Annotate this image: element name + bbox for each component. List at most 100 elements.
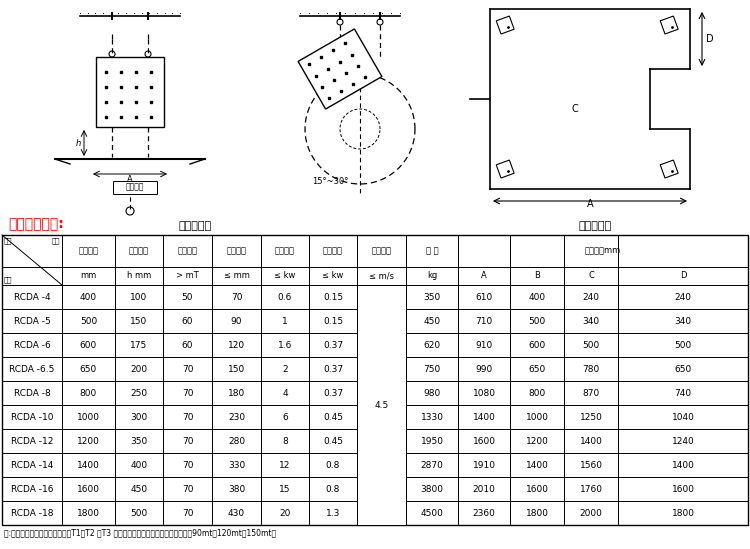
Bar: [660, 160, 678, 178]
Text: h: h: [76, 138, 81, 148]
Text: 240: 240: [583, 293, 599, 301]
Text: 60: 60: [182, 317, 194, 326]
Bar: [113, 181, 157, 194]
Text: 90: 90: [231, 317, 242, 326]
Text: 280: 280: [228, 436, 245, 445]
Text: 70: 70: [182, 508, 194, 518]
Text: 0.37: 0.37: [323, 365, 343, 373]
Text: 额定吊高: 额定吊高: [129, 247, 149, 255]
Text: 70: 70: [182, 485, 194, 494]
Text: RCDA -16: RCDA -16: [10, 485, 53, 494]
Text: 120: 120: [228, 340, 245, 350]
Text: 20: 20: [279, 508, 291, 518]
Bar: [358, 285, 406, 524]
Bar: [96, 57, 164, 127]
Text: RCDA -12: RCDA -12: [10, 436, 53, 445]
Text: 620: 620: [424, 340, 440, 350]
Text: 230: 230: [228, 412, 245, 422]
Text: 500: 500: [130, 508, 148, 518]
Text: 650: 650: [674, 365, 692, 373]
Text: 1000: 1000: [526, 412, 548, 422]
Text: 1000: 1000: [77, 412, 100, 422]
Text: 1910: 1910: [472, 461, 496, 469]
Text: ≤ m/s: ≤ m/s: [369, 272, 394, 281]
Text: 500: 500: [80, 317, 98, 326]
Text: 1400: 1400: [526, 461, 548, 469]
Text: 外形尺寸图: 外形尺寸图: [578, 221, 611, 231]
Text: 350: 350: [130, 436, 148, 445]
Text: 12: 12: [279, 461, 291, 469]
Text: 磁场强度: 磁场强度: [178, 247, 197, 255]
Text: 1250: 1250: [580, 412, 602, 422]
Text: 800: 800: [80, 389, 98, 397]
Text: ≤ kw: ≤ kw: [322, 272, 344, 281]
Text: 350: 350: [423, 293, 441, 301]
Text: 980: 980: [423, 389, 441, 397]
Text: 无磁托辊: 无磁托辊: [126, 182, 144, 192]
Text: 1040: 1040: [671, 412, 694, 422]
Text: 物料厚度: 物料厚度: [226, 247, 247, 255]
Text: > mT: > mT: [176, 272, 199, 281]
Text: 990: 990: [476, 365, 493, 373]
Text: 450: 450: [424, 317, 440, 326]
Text: 710: 710: [476, 317, 493, 326]
Text: 400: 400: [80, 293, 97, 301]
Text: 1330: 1330: [421, 412, 443, 422]
Text: 1760: 1760: [580, 485, 602, 494]
Text: 450: 450: [130, 485, 148, 494]
Text: 参数: 参数: [4, 237, 13, 244]
Text: RCDA -6: RCDA -6: [13, 340, 50, 350]
Text: 2: 2: [282, 365, 288, 373]
Text: 4.5: 4.5: [374, 401, 388, 410]
Text: 2010: 2010: [472, 485, 496, 494]
Text: 15: 15: [279, 485, 291, 494]
Text: 1: 1: [282, 317, 288, 326]
Polygon shape: [298, 29, 382, 109]
Text: 1800: 1800: [671, 508, 694, 518]
Text: 70: 70: [231, 293, 242, 301]
Text: A: A: [127, 175, 133, 184]
Text: 780: 780: [582, 365, 600, 373]
Text: 励磁功率: 励磁功率: [275, 247, 295, 255]
Text: 430: 430: [228, 508, 245, 518]
Text: RCDA -14: RCDA -14: [10, 461, 53, 469]
Text: 1600: 1600: [472, 436, 496, 445]
Text: 1400: 1400: [472, 412, 496, 422]
Text: 2000: 2000: [580, 508, 602, 518]
Text: 50: 50: [182, 293, 194, 301]
Text: 1200: 1200: [526, 436, 548, 445]
Text: 1400: 1400: [580, 436, 602, 445]
Text: mm: mm: [80, 272, 97, 281]
Text: 0.8: 0.8: [326, 485, 340, 494]
Text: 0.8: 0.8: [326, 461, 340, 469]
Text: 1.3: 1.3: [326, 508, 340, 518]
Text: RCDA -18: RCDA -18: [10, 508, 53, 518]
Text: 70: 70: [182, 461, 194, 469]
Bar: [496, 160, 514, 178]
Text: 项目: 项目: [52, 237, 60, 244]
Text: 0.45: 0.45: [323, 436, 343, 445]
Text: C: C: [572, 104, 578, 114]
Text: 1240: 1240: [672, 436, 694, 445]
Text: 150: 150: [130, 317, 148, 326]
Text: 适应带宽: 适应带宽: [79, 247, 98, 255]
Text: 1600: 1600: [671, 485, 694, 494]
Text: RCDA -4: RCDA -4: [13, 293, 50, 301]
Text: 500: 500: [674, 340, 692, 350]
Text: 1400: 1400: [671, 461, 694, 469]
Text: 340: 340: [583, 317, 599, 326]
Text: 740: 740: [674, 389, 692, 397]
Text: 1600: 1600: [526, 485, 548, 494]
Text: RCDA -10: RCDA -10: [10, 412, 53, 422]
Text: 175: 175: [130, 340, 148, 350]
Text: 1600: 1600: [77, 485, 100, 494]
Text: A: A: [586, 199, 593, 209]
Text: 1200: 1200: [77, 436, 100, 445]
Text: 60: 60: [182, 340, 194, 350]
Text: 安装示意图: 安装示意图: [178, 221, 212, 231]
Text: 15°~30°: 15°~30°: [312, 177, 348, 186]
Text: 610: 610: [476, 293, 493, 301]
Text: 1950: 1950: [421, 436, 443, 445]
Text: D: D: [680, 272, 686, 281]
Text: 型号: 型号: [4, 276, 13, 283]
